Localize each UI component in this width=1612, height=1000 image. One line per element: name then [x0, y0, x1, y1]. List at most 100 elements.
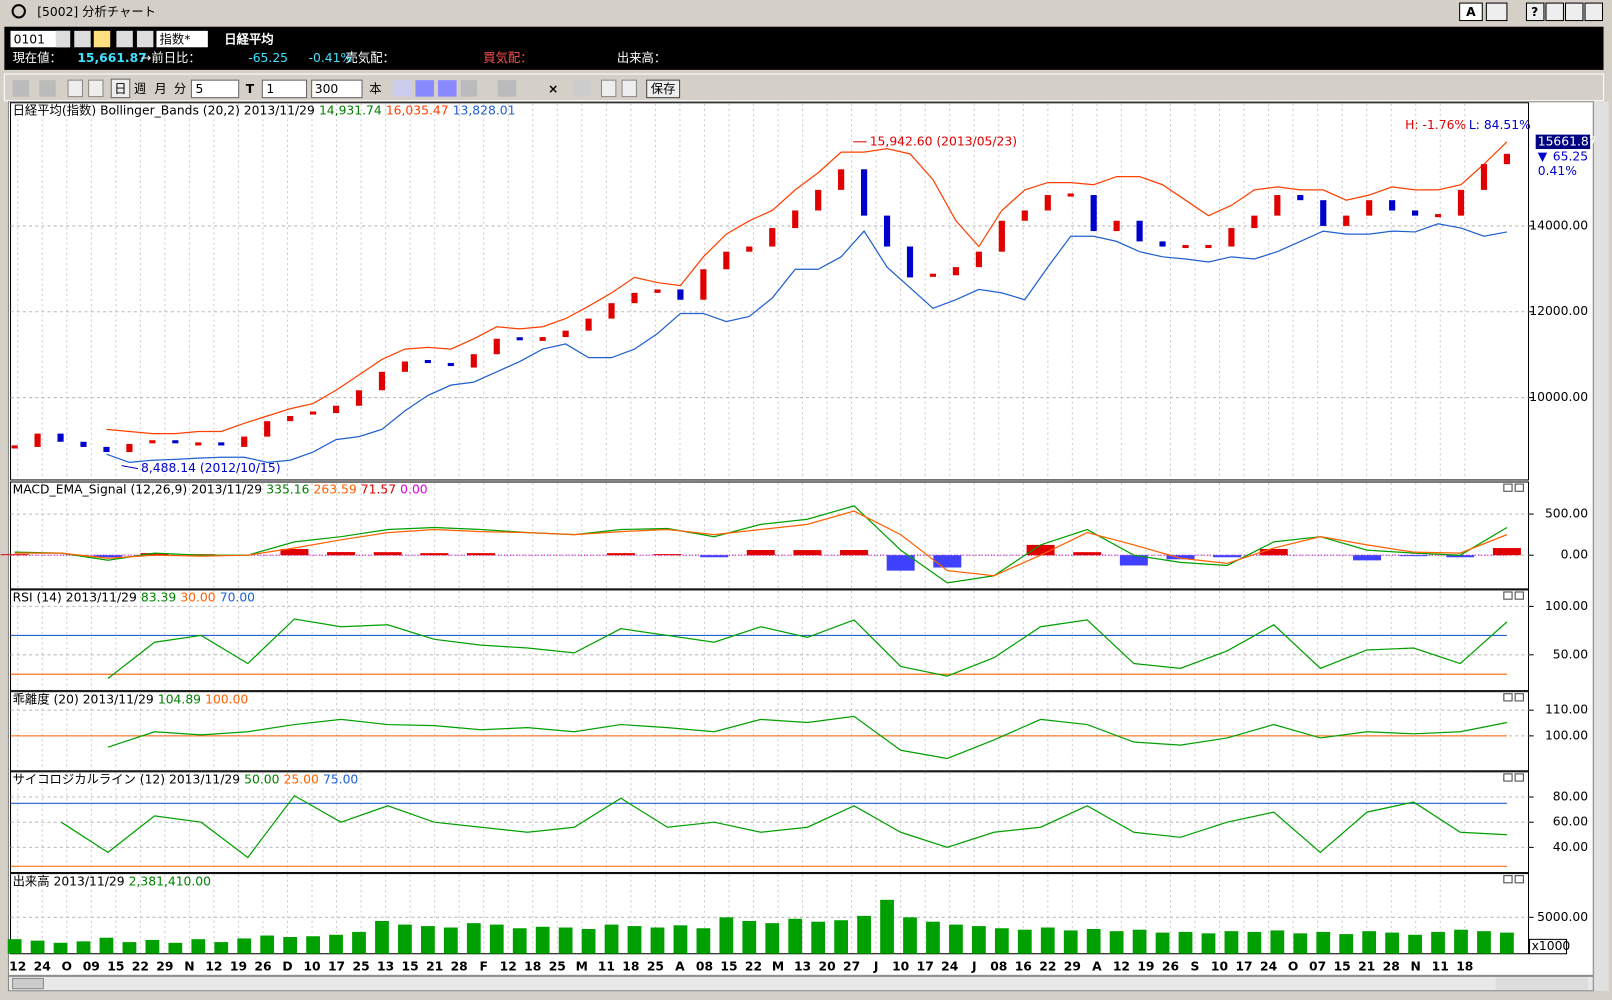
- tool-pen[interactable]: [497, 80, 517, 97]
- candle: [355, 390, 363, 406]
- bar: [606, 553, 635, 556]
- candle: [172, 440, 179, 444]
- bar: [145, 939, 160, 954]
- scrollbar[interactable]: [7, 975, 1594, 992]
- icon-search[interactable]: [93, 30, 111, 48]
- series-line: [106, 223, 1508, 463]
- candle: [562, 330, 569, 338]
- candle: [746, 246, 753, 252]
- series-line: [106, 141, 1508, 435]
- x-tick-label: D: [282, 960, 292, 974]
- x-tick-label: 16: [1015, 960, 1032, 974]
- button-maximize[interactable]: [1564, 2, 1584, 22]
- candle: [516, 337, 523, 341]
- bar: [765, 923, 780, 954]
- x-tick-label: 12: [9, 960, 26, 974]
- bar: [0, 554, 29, 556]
- x-tick-label: 08: [990, 960, 1007, 974]
- bar: [1454, 929, 1468, 954]
- x-tick-label: 29: [1064, 960, 1081, 974]
- icon-pointer[interactable]: [136, 30, 154, 48]
- scroll-buttons[interactable]: [1495, 977, 1589, 990]
- bar: [512, 928, 527, 954]
- annotation: H: -1.76%: [1405, 118, 1466, 132]
- kind-text: 指数*: [160, 32, 191, 47]
- legend-value: 83.39: [141, 591, 176, 605]
- y-tick-label: 80.00: [1553, 790, 1588, 804]
- button-a[interactable]: [1459, 2, 1483, 22]
- info-bar: [4, 26, 1604, 70]
- x-tick-label: 13: [794, 960, 811, 974]
- tool-page[interactable]: [600, 79, 617, 98]
- x-tick-label: 24: [1260, 960, 1278, 974]
- scroll-thumb[interactable]: [12, 977, 44, 990]
- panel-min: [1503, 875, 1513, 884]
- panel-title: サイコロジカルライン (12) 2013/11/29: [13, 773, 240, 787]
- tool-page[interactable]: [88, 79, 104, 98]
- icon-check[interactable]: [116, 30, 133, 48]
- candle: [952, 267, 960, 276]
- bar: [627, 926, 642, 954]
- panel-title: RSI (14) 2013/11/29: [13, 591, 137, 605]
- panel-frame: [10, 691, 1530, 772]
- x-tick-label: 18: [1456, 960, 1473, 974]
- bar: [280, 549, 309, 556]
- candle: [470, 354, 477, 368]
- tool-page[interactable]: [67, 79, 83, 98]
- legend-value: 2,381,410.00: [129, 874, 212, 888]
- kind-select[interactable]: [156, 30, 208, 48]
- bar: [1353, 555, 1382, 561]
- bar: [1026, 544, 1055, 556]
- bar: [443, 927, 458, 954]
- candle: [654, 289, 661, 293]
- tool-week[interactable]: 週: [134, 82, 146, 96]
- tool-day[interactable]: 日: [114, 82, 126, 96]
- bar: [306, 936, 320, 954]
- x-tick-label: 12: [205, 960, 222, 974]
- button-help[interactable]: [1525, 2, 1545, 22]
- bar: [466, 553, 495, 556]
- tool-icon[interactable]: [12, 80, 30, 97]
- tool-draw[interactable]: [438, 80, 457, 97]
- legend-value: 75.00: [323, 773, 358, 787]
- code-input[interactable]: [10, 30, 71, 48]
- x-tick-label: 19: [230, 960, 247, 974]
- candle: [539, 337, 546, 341]
- button-close[interactable]: [1584, 2, 1604, 22]
- code-dropdown[interactable]: [55, 30, 71, 48]
- tool-draw[interactable]: [460, 80, 478, 97]
- tool-delete[interactable]: ×: [548, 82, 558, 96]
- button-copy[interactable]: [1485, 2, 1508, 22]
- x-tick-label: 26: [1162, 960, 1179, 974]
- x-tick-label: A: [675, 960, 685, 974]
- tool-draw[interactable]: [415, 80, 434, 97]
- panel-min: [1503, 693, 1513, 702]
- candle: [1389, 200, 1396, 211]
- x-tick-label: 10: [892, 960, 909, 974]
- tool-month[interactable]: 月: [154, 82, 166, 96]
- save-label: 保存: [651, 82, 676, 96]
- tool-window[interactable]: [573, 80, 591, 97]
- icon-enter[interactable]: [74, 30, 91, 48]
- button-minimize[interactable]: [1545, 2, 1564, 22]
- bar: [1086, 928, 1101, 954]
- tool-draw[interactable]: [392, 80, 412, 97]
- candle: [80, 441, 87, 447]
- minutes-select[interactable]: [190, 79, 240, 99]
- count-select[interactable]: [311, 79, 363, 99]
- legend-value: 16,035.47: [386, 103, 449, 117]
- tool-page[interactable]: [621, 79, 637, 98]
- save-button[interactable]: [646, 79, 681, 99]
- t-select[interactable]: [261, 79, 308, 99]
- tool-zoom[interactable]: [39, 80, 56, 97]
- bar: [926, 921, 940, 954]
- change-pct: -0.41%: [309, 51, 353, 65]
- tool-minute[interactable]: 分: [174, 82, 186, 96]
- bar: [696, 928, 711, 954]
- x-tick-label: 17: [328, 960, 345, 974]
- x-tick-label: 15: [402, 960, 419, 974]
- bar: [329, 934, 343, 954]
- tool-t[interactable]: T: [246, 82, 255, 96]
- bar: [788, 918, 803, 954]
- bar: [1500, 932, 1514, 954]
